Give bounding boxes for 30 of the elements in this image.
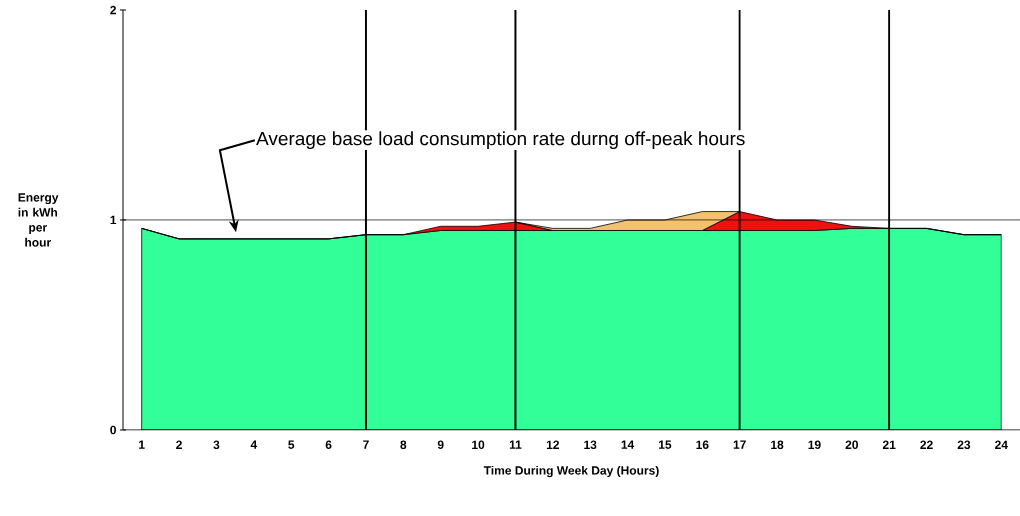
x-tick-label: 16 — [696, 440, 709, 450]
x-tick-label: 2 — [176, 440, 182, 449]
x-tick-label: 21 — [882, 440, 896, 449]
y-tick-label: 1 — [110, 215, 117, 225]
x-tick-label: 3 — [213, 440, 220, 450]
x-tick-label: 12 — [546, 440, 560, 449]
x-tick-label: 13 — [584, 440, 597, 450]
x-axis-title: Time During Week Day (Hours) — [483, 465, 659, 478]
y-axis-title: Energy in kWh per hour — [18, 193, 59, 247]
x-tick-label: 9 — [437, 440, 444, 450]
x-tick-label: 4 — [250, 440, 258, 449]
x-tick-label: 11 — [509, 440, 522, 449]
x-tick-label: 19 — [808, 440, 821, 450]
x-tick-label: 1 — [139, 440, 145, 449]
x-tick-label: 8 — [400, 440, 407, 450]
x-tick-label: 7 — [363, 440, 369, 449]
x-tick-label: 10 — [472, 440, 485, 450]
x-tick-label: 5 — [288, 440, 295, 449]
x-tick-label: 24 — [995, 440, 1008, 449]
x-tick-label: 6 — [325, 440, 332, 450]
x-tick-label: 18 — [771, 440, 784, 450]
annotation: Average base load consumption rate durng off-peak hours — [256, 131, 745, 150]
y-tick-label: 0 — [110, 425, 116, 435]
x-tick-label: 22 — [920, 440, 933, 449]
x-tick-label: 14 — [621, 440, 635, 449]
x-tick-label: 15 — [659, 440, 672, 449]
x-tick-label: 20 — [845, 440, 858, 450]
x-tick-label: 23 — [957, 440, 971, 450]
y-tick-label: 2 — [110, 5, 116, 15]
x-tick-label: 17 — [733, 440, 746, 449]
